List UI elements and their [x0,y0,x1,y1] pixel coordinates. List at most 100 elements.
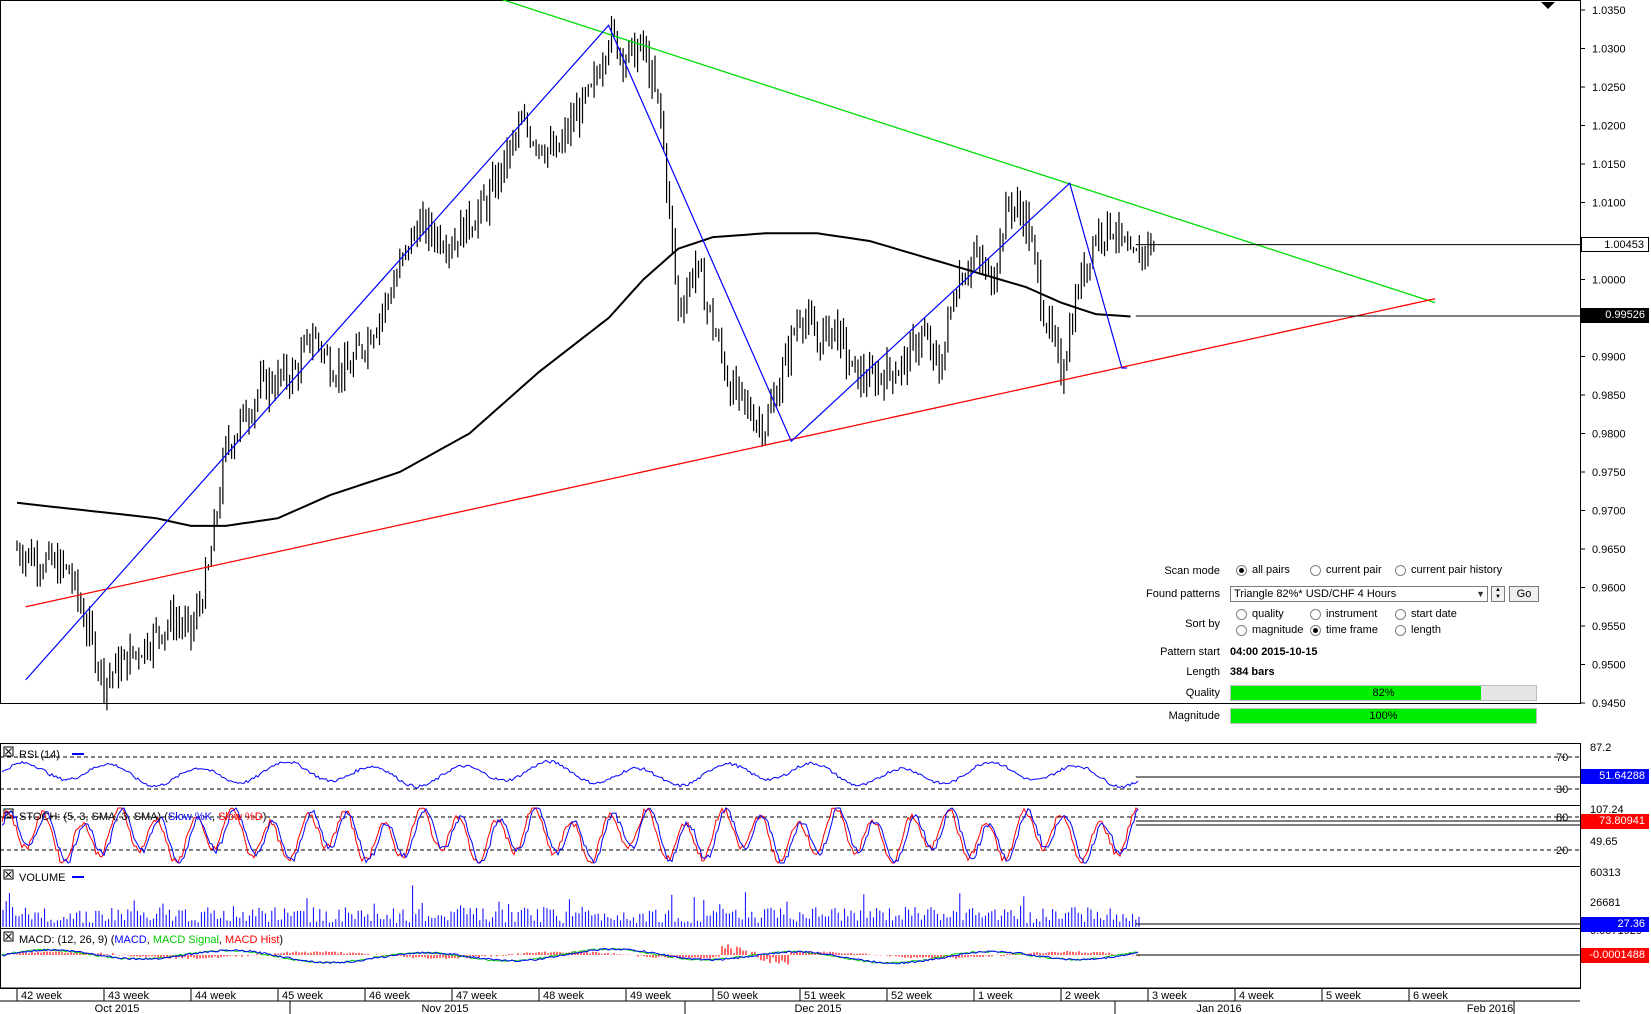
scan-mode-all-pairs[interactable]: all pairs [1236,564,1290,576]
quality-bar-fill [1231,686,1482,700]
week-label: 52 week [891,990,932,1002]
price-tick-label: 0.9500 [1592,660,1626,672]
ma-value-tag: 0.99526 [1581,307,1649,323]
price-tick-label: 0.9900 [1592,352,1626,364]
price-pane [0,0,1581,711]
week-label: 6 week [1413,990,1448,1002]
price-axis: 1.0350 1.0300 1.0250 1.0200 1.0150 1.0100 1.00… [1580,5,1626,710]
macd-label-part: MACD Signal [153,934,219,946]
sort-start-date[interactable]: start date [1395,608,1457,620]
sort-magnitude[interactable]: magnitude [1236,624,1303,636]
week-label: 45 week [282,990,323,1002]
price-tick-label: 0.9700 [1592,506,1626,518]
time-axis: 42 week 43 week 44 week 45 week 46 week 47 we… [0,987,1580,1014]
close-x-icon [5,933,12,940]
chevron-down-icon: ▼ [1476,589,1485,599]
stoch-label-part: Slow %K [168,811,213,823]
stoch-level-label-20: 20 [1556,845,1568,857]
volume-axis-mid: 26681 [1590,897,1621,909]
radio-icon [1236,624,1247,636]
week-label: 44 week [195,990,236,1002]
sort-quality[interactable]: quality [1236,608,1284,620]
pattern-start-value: 04:00 2015-10-15 [1230,646,1318,658]
triangle-upper-line [501,0,1436,304]
week-label: 43 week [108,990,149,1002]
price-tick-label: 0.9800 [1592,429,1626,441]
sort-by-label: Sort by [1185,618,1220,630]
price-tick-label: 0.9600 [1592,583,1626,595]
radio-icon [1395,608,1406,620]
quality-bar: 82% [1230,685,1537,701]
moving-average-line [16,232,1131,527]
macd-label-part: ) [279,934,283,946]
pattern-scanner-panel: Scan mode all pairs current pair current… [1140,558,1560,734]
sort-instrument[interactable]: instrument [1310,608,1377,620]
rsi-pane-frame [0,743,1581,806]
magnitude-label: Magnitude [1168,710,1220,722]
stoch-label-part: , [212,811,218,823]
price-tick-label: 0.9450 [1592,698,1626,710]
month-label: Jan 2016 [1196,1003,1241,1014]
radio-icon [1310,564,1321,576]
macd-label-part: , [147,934,153,946]
volume-label: VOLUME [19,872,65,884]
price-tick-label: 1.0300 [1592,44,1626,56]
pattern-spinner[interactable]: ▲ ▼ [1491,586,1505,602]
week-label: 49 week [630,990,671,1002]
go-button[interactable]: Go [1509,586,1539,602]
volume-value-tag: 27.36 [1581,917,1649,932]
macd-label-part: MACD [114,934,146,946]
price-tick-label: 0.9650 [1592,544,1626,556]
quality-label: Quality [1185,687,1220,699]
macd-line [1,947,1139,965]
stoch-d-line [1,806,1139,864]
price-tick-label: 1.0100 [1592,198,1626,210]
week-label: 42 week [21,990,62,1002]
stoch-level-label-80: 80 [1556,812,1568,824]
macd-label-part: , [219,934,225,946]
stoch-axis-top: 107.24 [1590,804,1624,816]
rsi-label: RSI (14) [19,749,60,761]
triangle-lower-line [25,298,1436,608]
scan-mode-current-pair[interactable]: current pair [1310,564,1382,576]
price-tick-label: 1.0000 [1592,275,1626,287]
week-label: 5 week [1326,990,1361,1002]
rsi-level-label-70: 70 [1556,752,1568,764]
radio-icon [1310,608,1321,620]
stoch-k-line [1,807,1139,864]
macd-label: MACD: (12, 26, 9) (MACD, MACD Signal, MA… [19,934,283,946]
magnitude-bar-fill [1231,709,1536,723]
found-patterns-select[interactable]: Triangle 82%* USD/CHF 4 Hours ▼ [1230,586,1488,602]
close-x-icon [5,871,12,878]
stoch-value-tag: 73.80941 [1581,814,1649,829]
rsi-level-label-30: 30 [1556,784,1568,796]
last-price-tag: 1.00453 [1581,236,1649,252]
rsi-axis-top: 87.2 [1590,742,1611,754]
month-label: Dec 2015 [794,1003,841,1014]
stoch-label: STOCH: (5, 3, SMA, 3, SMA) (Slow %K, Slo… [19,811,266,823]
scan-mode-current-pair-history[interactable]: current pair history [1395,564,1502,576]
week-label: 3 week [1152,990,1187,1002]
stoch-label-part: ) [263,811,267,823]
week-label: 48 week [543,990,584,1002]
sort-time-frame[interactable]: time frame [1310,624,1378,636]
stoch-label-part: STOCH: (5, 3, SMA, 3, SMA) ( [19,811,168,823]
macd-label-part: MACD: (12, 26, 9) ( [19,934,115,946]
close-x-icon [5,748,12,755]
week-label: 2 week [1065,990,1100,1002]
week-label: 4 week [1239,990,1274,1002]
month-label: Nov 2015 [421,1003,468,1014]
price-tick-label: 1.0200 [1592,121,1626,133]
price-pane-frame [0,0,1581,704]
length-label: Length [1186,666,1220,678]
week-label: 46 week [369,990,410,1002]
magnitude-bar: 100% [1230,708,1537,724]
scroll-marker-icon [1541,2,1555,9]
macd-label-part: MACD Hist [225,934,279,946]
sort-length[interactable]: length [1395,624,1441,636]
price-tick-label: 1.0350 [1592,5,1626,17]
week-label: 47 week [456,990,497,1002]
price-tick-label: 1.0250 [1592,82,1626,94]
month-label: Oct 2015 [95,1003,140,1014]
